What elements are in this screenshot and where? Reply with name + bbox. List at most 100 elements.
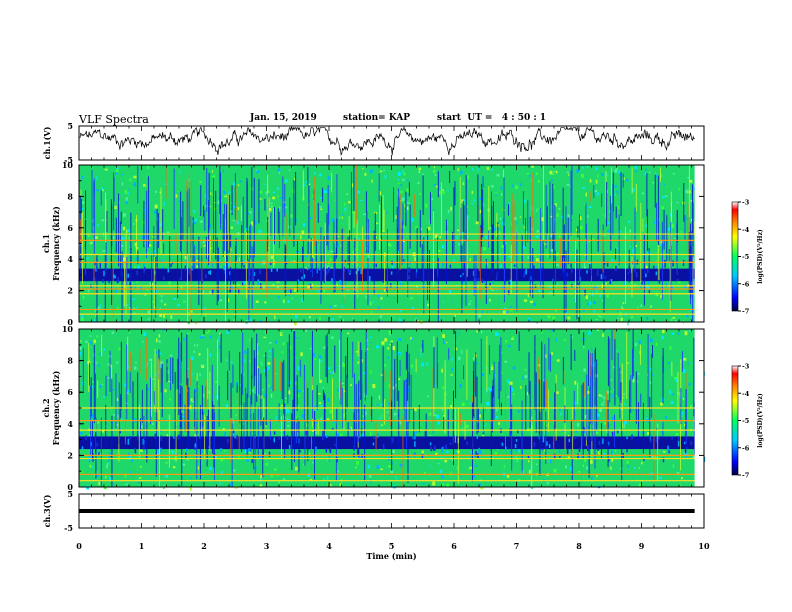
- ch1-spectrogram-band-texture: [473, 286, 476, 290]
- ch1-spectrogram-texture: [672, 173, 676, 175]
- ch1-spectrogram-streak: [445, 219, 447, 285]
- ch2-spectrogram-texture: [139, 477, 142, 479]
- x-tick-label: 10: [698, 541, 710, 551]
- ch2-spectrogram-streak: [562, 357, 564, 385]
- ch2-spectrogram-band-texture: [220, 447, 222, 452]
- ch2-spectrogram-band-texture: [194, 443, 197, 448]
- ch2-spectrogram-texture: [435, 452, 438, 456]
- ch1-spectrogram-band-texture: [533, 265, 535, 269]
- ch2-spectrogram-texture: [202, 336, 205, 339]
- ch2-spectrogram-streak: [346, 337, 348, 378]
- ch2-spectrogram-texture: [622, 396, 625, 399]
- ch2-spectrogram-texture: [508, 345, 511, 348]
- ch2-spectrogram-texture: [332, 371, 334, 374]
- ch1-spectrogram-streak: [224, 218, 226, 261]
- ch2-spectrogram-texture: [446, 483, 449, 488]
- ch1-spectrogram-texture: [94, 315, 97, 318]
- ch2-spectrogram-streak: [402, 416, 404, 487]
- ch1-spectrogram-streak: [289, 197, 291, 237]
- ch2-spectrogram-texture: [590, 433, 592, 436]
- ch1-spectrogram-texture: [587, 214, 589, 219]
- ch2-spectrogram-texture: [318, 355, 321, 360]
- ch2-spectrogram-streak: [632, 329, 634, 377]
- ch1-spectrogram-texture: [94, 236, 98, 239]
- ch1-spectrogram-texture: [456, 229, 459, 232]
- ch2-spectrogram-texture: [611, 458, 614, 462]
- ch1-spectrogram-texture: [148, 317, 150, 321]
- ch1-spectrogram-streak: [308, 185, 310, 239]
- ch2-spectrogram-texture: [230, 361, 233, 364]
- ch1-spectrogram-band-texture: [655, 265, 658, 268]
- ch1-spectrogram-texture: [501, 221, 505, 226]
- ch1-spectrogram-texture: [276, 187, 280, 190]
- ch1-spectrogram-band-texture: [577, 282, 579, 286]
- ch2-spectrogram-streak: [260, 373, 262, 426]
- ch2-spectrogram-streak: [621, 363, 623, 429]
- ch2-spectrogram-texture: [583, 346, 585, 349]
- ch2-spectrogram-streak: [607, 400, 609, 467]
- ch2-spectrogram-streak: [124, 386, 126, 445]
- ch2-spectrogram-streak: [499, 344, 501, 409]
- ch1-spectrogram-texture: [439, 236, 442, 239]
- ch2-spectrogram-texture: [469, 466, 473, 470]
- ch1-spectrogram-texture: [637, 306, 639, 309]
- ch1-spectrogram-band-texture: [143, 268, 145, 273]
- ch2-spectrogram-texture: [611, 416, 614, 421]
- ch1-spectrogram-streak: [477, 174, 479, 222]
- ch1-spectrogram-streak: [384, 252, 386, 287]
- ch1-spectrogram-texture: [588, 261, 592, 265]
- ch1-spectrogram-texture: [430, 192, 432, 195]
- ch2-spectrogram-streak: [535, 372, 537, 433]
- ch2-spectrogram-texture: [638, 340, 641, 344]
- ch2-spectrogram-texture: [135, 361, 137, 364]
- ch2-spectrogram-texture: [361, 414, 364, 418]
- ch2-spectrogram-texture: [129, 416, 132, 418]
- ch1-spectrogram-texture: [134, 266, 136, 269]
- ch2-spectrogram-band-texture: [611, 450, 613, 456]
- ch2-spectrogram-band-texture: [373, 435, 375, 440]
- ch1-spectrogram-streak: [157, 212, 159, 248]
- ch2-spectrogram-texture: [273, 468, 277, 471]
- ch1-spectrogram-texture: [617, 205, 619, 210]
- ch2-spectrogram-texture: [537, 364, 541, 367]
- ch2-spectrogram-texture: [202, 406, 204, 408]
- ch1-spectrogram-streak: [268, 197, 270, 262]
- ch1-spectrogram-band-texture: [103, 270, 105, 277]
- ch2-spectrogram-streak: [364, 404, 366, 482]
- ch1-spectrogram-texture: [606, 173, 608, 176]
- ch2-spectrogram-streak: [293, 331, 295, 407]
- ch1-spectrogram-streak: [217, 247, 219, 301]
- ch2-spectrogram-streak: [139, 349, 141, 375]
- ch2-spectrogram-texture: [623, 420, 627, 425]
- ch1-spectrogram-texture: [127, 191, 129, 196]
- ch1-spectrogram-texture: [367, 254, 370, 259]
- ch2-spectrogram-streak: [265, 352, 267, 377]
- ch1-spectrogram-streak: [429, 192, 431, 225]
- ch1-spectrogram-ytick-label: 10: [62, 160, 74, 170]
- ch1-spectrogram-streak: [612, 183, 614, 236]
- ch2-spectrogram-texture: [128, 365, 131, 368]
- ch1-spectrogram-band-texture: [212, 289, 214, 295]
- ch1-spectrogram-streak: [542, 165, 544, 245]
- ch1-spectrogram-texture: [327, 176, 331, 181]
- ch2-spectrogram-band-texture: [478, 447, 481, 454]
- ch2-spectrogram-streak: [360, 342, 362, 400]
- ch2-spectrogram-streak: [413, 408, 415, 442]
- ch1-spectrogram-streak: [437, 171, 439, 198]
- ch1-spectrogram-texture: [180, 286, 183, 290]
- ch2-spectrogram-band-texture: [283, 428, 285, 435]
- ch2-spectrogram-texture: [199, 373, 201, 376]
- ch1-spectrogram-streak: [235, 185, 237, 224]
- ch2-spectrogram-texture: [454, 452, 457, 454]
- ch2-spectrogram-texture: [450, 374, 453, 376]
- ch1-spectrogram-texture: [550, 179, 554, 181]
- ch1-spectrogram-texture: [594, 190, 598, 193]
- ch2-spectrogram-texture: [159, 352, 161, 355]
- ch2-spectrogram-band-texture: [154, 433, 157, 439]
- ch2-spectrogram-texture: [297, 366, 301, 371]
- ch1-spectrogram-texture: [270, 202, 273, 204]
- ch2-spectrogram-band-texture: [119, 431, 122, 434]
- ch2-spectrogram-streak: [201, 385, 203, 415]
- ch2-spectrogram-texture: [355, 351, 358, 353]
- ch2-spectrogram-streak: [95, 373, 97, 453]
